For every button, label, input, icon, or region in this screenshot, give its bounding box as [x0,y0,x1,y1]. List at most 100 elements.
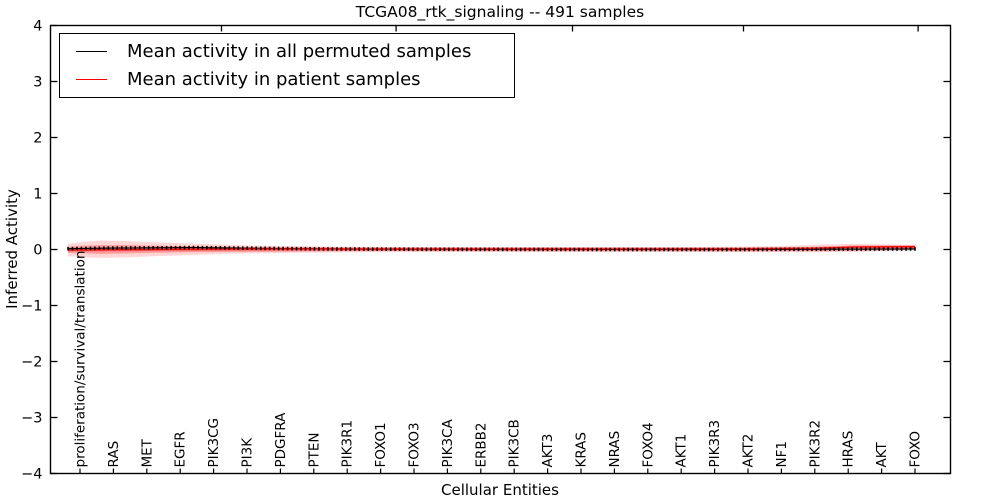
point-marker [663,247,665,252]
point-marker [147,246,150,250]
point-marker [555,247,558,252]
x-tick-label: FOXO1 [373,422,389,467]
point-marker [273,246,275,251]
x-tick-label: RAS [106,441,122,468]
point-marker [452,247,455,252]
point-marker [300,246,302,251]
point-marker [717,247,719,252]
point-marker [309,247,311,251]
point-marker [94,246,96,251]
point-marker [573,247,576,252]
point-marker [560,247,562,252]
point-marker [403,247,405,252]
point-marker [515,247,517,252]
point-marker [412,247,414,252]
x-tick-label: AKT2 [741,434,757,468]
point-marker [67,246,69,251]
point-marker [268,246,271,251]
point-marker [389,247,392,251]
point-marker [703,247,706,252]
point-marker [887,247,889,251]
point-marker [152,246,154,250]
x-tick-label: PIK3CA [440,419,456,468]
point-marker [878,247,880,251]
point-marker [76,246,78,251]
point-marker [174,245,177,250]
point-marker [237,246,240,250]
point-marker [492,247,495,252]
point-marker [654,247,656,252]
point-marker [85,246,87,251]
point-marker [604,247,607,252]
point-marker [838,247,840,251]
point-marker [631,247,634,252]
point-marker [354,247,356,251]
point-marker [192,245,195,250]
point-marker [80,246,83,251]
point-marker [788,247,791,252]
point-marker [380,247,383,251]
point-marker [618,247,621,252]
legend-item-permuted: Mean activity in all permuted samples [76,41,514,62]
point-marker [775,247,777,252]
point-marker [398,247,401,251]
point-marker [882,247,885,251]
point-marker [407,247,410,252]
point-marker [501,247,504,252]
point-marker [282,246,284,251]
point-marker [259,246,262,251]
point-marker [376,247,379,251]
point-marker [681,247,683,252]
point-marker [250,246,253,251]
point-marker [394,247,396,251]
point-marker [743,247,746,252]
x-tick-label: FOXO3 [407,422,423,467]
point-marker [291,246,293,251]
point-marker [336,247,338,251]
point-marker [475,247,477,252]
point-marker [613,247,616,252]
point-marker [748,247,750,252]
point-marker [246,246,249,250]
point-marker [851,247,854,251]
point-marker [542,247,544,252]
point-marker [591,247,594,252]
x-tick-label: AKT [874,441,890,467]
point-marker [587,247,589,252]
point-marker [488,247,491,252]
point-marker [739,247,742,252]
point-marker [546,247,549,252]
x-tick-label: PDGFRA [273,412,289,468]
point-marker [371,247,374,251]
x-tick-label: HRAS [841,431,857,468]
legend-label-permuted: Mean activity in all permuted samples [127,41,472,62]
point-marker [116,246,119,250]
point-marker [533,247,535,252]
point-marker [914,247,916,251]
point-marker [815,247,818,252]
point-marker [578,247,580,252]
point-marker [784,247,786,252]
x-tick-label: NF1 [774,441,790,467]
point-marker [640,247,643,252]
point-marker [649,247,652,252]
point-marker [439,247,441,252]
x-tick-label: PIK3R1 [340,420,356,468]
x-tick-label: PIK3CB [507,419,523,467]
point-marker [215,246,217,250]
point-marker [734,247,737,252]
point-marker [905,247,907,251]
x-tick-label: AKT1 [674,434,690,468]
point-marker [107,246,110,250]
point-marker [551,247,553,252]
point-marker [331,247,334,251]
point-marker [143,246,145,250]
y-tick-label: 4 [33,19,42,35]
point-marker [89,246,92,251]
y-tick-label: 3 [33,75,42,91]
point-marker [188,245,190,250]
point-marker [233,246,235,250]
legend-item-patient: Mean activity in patient samples [76,69,514,90]
point-marker [820,247,822,252]
point-marker [864,247,867,251]
